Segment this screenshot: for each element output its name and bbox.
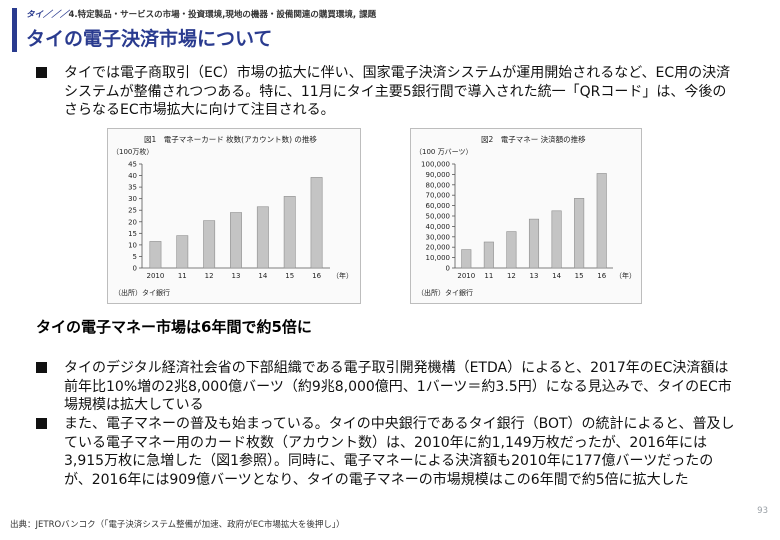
y-tick-label: 5 bbox=[133, 253, 137, 261]
bar bbox=[203, 220, 216, 269]
bar bbox=[528, 218, 540, 269]
page-title: タイの電子決済市場について bbox=[26, 28, 273, 50]
x-tick-label: 13 bbox=[530, 272, 539, 280]
y-tick-label: 20,000 bbox=[426, 244, 451, 252]
figure-1-card-count-chart: 図1 電子マネーカード 枚数(アカウント数) の推移 （100万枚） 0 5 10 15 2… bbox=[107, 128, 361, 304]
bar bbox=[596, 173, 607, 269]
y-axis-unit-label: （100万枚） bbox=[112, 147, 153, 156]
chart-title: 図1 電子マネーカード 枚数(アカウント数) の推移 bbox=[144, 134, 317, 144]
x-tick-label: 12 bbox=[507, 272, 516, 280]
section-bullet-text: また、電子マネーの普及も始まっている。タイの中央銀行であるタイ銀行（BOT）の統… bbox=[64, 416, 735, 488]
bullet-square-icon bbox=[36, 418, 47, 429]
x-tick-label: 14 bbox=[258, 272, 267, 280]
y-tick-label: 10,000 bbox=[426, 254, 451, 262]
x-tick-label: 16 bbox=[597, 272, 606, 280]
bar bbox=[256, 206, 269, 269]
bar bbox=[483, 241, 494, 269]
breadcrumb-path: 4.特定製品・サービスの市場・投資環境,現地の機器・設備関連の購買環境, 課題 bbox=[68, 10, 377, 20]
chart-title: 図2 電子マネー 決済額の推移 bbox=[481, 134, 586, 144]
bar bbox=[461, 249, 472, 269]
bullet-square-icon bbox=[36, 67, 47, 78]
bullet-square-icon bbox=[36, 362, 47, 373]
chart-source: （出所）タイ銀行 bbox=[114, 288, 170, 297]
y-tick-label: 60,000 bbox=[426, 202, 451, 210]
x-axis-year-suffix: （年） bbox=[615, 271, 636, 280]
intro-text: タイでは電子商取引（EC）市場の拡大に伴い、国家電子決済システムが運用開始される… bbox=[64, 65, 731, 118]
y-tick-label: 15 bbox=[128, 230, 137, 238]
bar bbox=[506, 231, 517, 269]
y-tick-label: 10 bbox=[128, 241, 137, 249]
y-tick-label: 0 bbox=[133, 265, 137, 273]
bar bbox=[310, 177, 323, 269]
y-tick-label: 0 bbox=[446, 265, 450, 273]
bar bbox=[283, 196, 296, 269]
y-tick-label: 90,000 bbox=[426, 171, 451, 179]
source-note: 出典：JETROバンコク（「電子決済システム整備が加速、政府がEC市場拡大を後押… bbox=[10, 520, 345, 530]
y-tick-label: 20 bbox=[128, 218, 137, 226]
y-tick-label: 45 bbox=[128, 161, 137, 169]
x-axis-year-suffix: （年） bbox=[332, 271, 353, 280]
bar bbox=[176, 235, 189, 269]
x-tick-label: 2010 bbox=[147, 272, 165, 280]
section-bullet-2: また、電子マネーの普及も始まっている。タイの中央銀行であるタイ銀行（BOT）の統… bbox=[36, 415, 736, 489]
bar bbox=[574, 198, 585, 269]
x-tick-label: 14 bbox=[552, 272, 561, 280]
bar bbox=[149, 241, 162, 269]
y-tick-label: 25 bbox=[128, 207, 137, 215]
y-axis-unit-label: （100 万バーツ） bbox=[415, 148, 472, 156]
x-tick-label: 11 bbox=[178, 272, 187, 280]
x-tick-label: 11 bbox=[484, 272, 493, 280]
x-tick-label: 13 bbox=[232, 272, 241, 280]
chart-1-svg: 図1 電子マネーカード 枚数(アカウント数) の推移 （100万枚） 0 5 10 15 2… bbox=[112, 134, 353, 297]
bar bbox=[230, 212, 242, 269]
bar bbox=[551, 210, 562, 269]
y-tick-label: 40,000 bbox=[426, 223, 451, 231]
y-tick-label: 70,000 bbox=[426, 192, 451, 200]
x-tick-label: 2010 bbox=[457, 272, 475, 280]
y-tick-label: 35 bbox=[128, 184, 137, 192]
x-tick-label: 15 bbox=[575, 272, 584, 280]
y-tick-label: 30 bbox=[128, 195, 137, 203]
y-tick-label: 40 bbox=[128, 172, 137, 180]
y-tick-label: 80,000 bbox=[426, 181, 451, 189]
y-tick-label: 50,000 bbox=[426, 213, 451, 221]
intro-paragraph: タイでは電子商取引（EC）市場の拡大に伴い、国家電子決済システムが運用開始される… bbox=[36, 64, 736, 120]
y-tick-label: 30,000 bbox=[426, 233, 451, 241]
page-number: 93 bbox=[757, 506, 768, 516]
x-tick-label: 12 bbox=[205, 272, 214, 280]
chart-source: （出所）タイ銀行 bbox=[417, 288, 473, 297]
x-tick-label: 15 bbox=[285, 272, 294, 280]
section-title: タイの電子マネー市場は6年間で約5倍に bbox=[36, 318, 312, 336]
section-bullet-1: タイのデジタル経済社会省の下部組織である電子取引開発機構（ETDA）によると、2… bbox=[36, 359, 736, 415]
x-tick-label: 16 bbox=[312, 272, 321, 280]
breadcrumb: タイ／／／4.特定製品・サービスの市場・投資環境,現地の機器・設備関連の購買環境… bbox=[26, 8, 376, 20]
figure-2-payment-amount-chart: 図2 電子マネー 決済額の推移 （100 万バーツ） 0 10,000 20,000 30… bbox=[410, 128, 642, 304]
section-bullet-text: タイのデジタル経済社会省の下部組織である電子取引開発機構（ETDA）によると、2… bbox=[64, 360, 732, 413]
breadcrumb-lead: タイ／／／ bbox=[26, 10, 69, 20]
y-tick-label: 100,000 bbox=[421, 161, 450, 169]
chart-2-svg: 図2 電子マネー 決済額の推移 （100 万バーツ） 0 10,000 20,000 30… bbox=[415, 134, 636, 297]
header-accent-bar bbox=[12, 8, 17, 52]
